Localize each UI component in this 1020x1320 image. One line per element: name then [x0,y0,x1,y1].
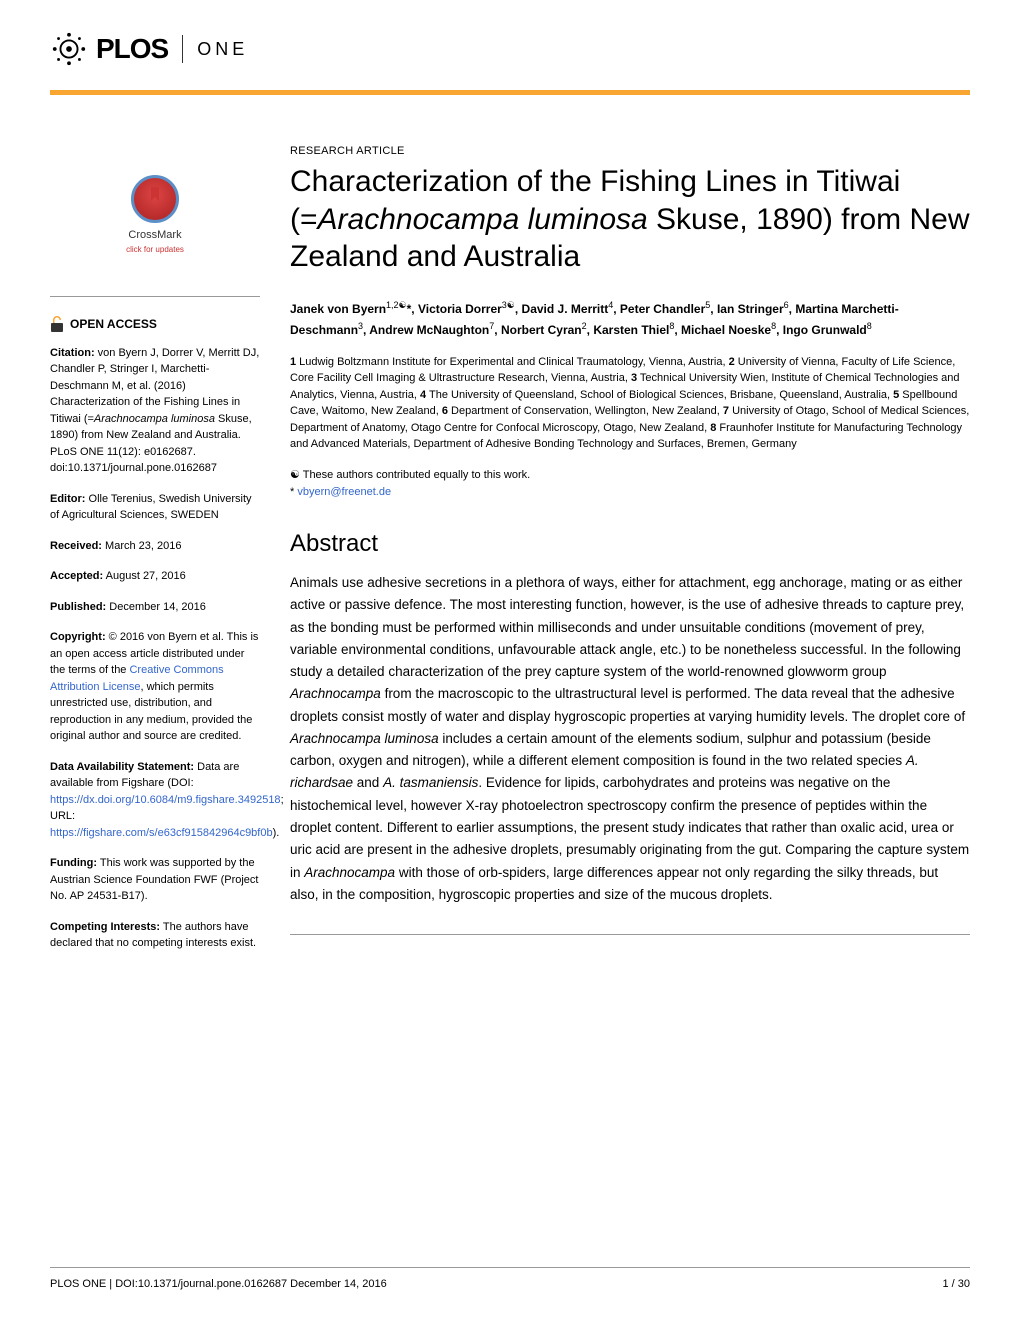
divider [50,296,260,297]
accepted-block: Accepted: August 27, 2016 [50,568,260,585]
sidebar-metadata: CrossMark click for updates OPEN ACCESS … [50,145,290,966]
citation-label: Citation: [50,347,95,359]
journal-logo: PLOS ONE [50,30,970,68]
competing-label: Competing Interests: [50,921,160,933]
abstract-heading: Abstract [290,530,970,558]
page-footer: PLOS ONE | DOI:10.1371/journal.pone.0162… [50,1267,970,1290]
data-label: Data Availability Statement: [50,761,194,773]
crossmark-label: CrossMark [50,227,260,244]
data-availability-block: Data Availability Statement: Data are av… [50,759,260,842]
funding-label: Funding: [50,857,97,869]
plos-circle-icon [50,30,88,68]
published-label: Published: [50,601,106,613]
editor-label: Editor: [50,493,85,505]
article-title: Characterization of the Fishing Lines in… [290,163,970,276]
crossmark-widget[interactable]: CrossMark click for updates [50,175,260,256]
author-list: Janek von Byern1,2☯*, Victoria Dorrer3☯,… [290,298,970,340]
figshare-url-link[interactable]: https://figshare.com/s/e63cf915842964c9b… [50,827,273,839]
received-text: March 23, 2016 [102,540,182,552]
received-block: Received: March 23, 2016 [50,538,260,555]
divider [290,934,970,935]
affiliation-list: 1 Ludwig Boltzmann Institute for Experim… [290,354,970,453]
footer-left: PLOS ONE | DOI:10.1371/journal.pone.0162… [50,1278,387,1290]
received-label: Received: [50,540,102,552]
journal-name: PLOS [96,33,168,65]
correspondence: * vbyern@freenet.de [290,484,970,502]
author-email-link[interactable]: vbyern@freenet.de [297,486,391,498]
open-access-badge: OPEN ACCESS [50,315,260,333]
open-lock-icon [50,316,64,332]
crossmark-icon [131,175,179,223]
citation-block: Citation: von Byern J, Dorrer V, Merritt… [50,345,260,477]
contribution-note: ☯ These authors contributed equally to t… [290,467,970,485]
funding-block: Funding: This work was supported by the … [50,855,260,905]
corr-star: * [290,486,294,498]
published-block: Published: December 14, 2016 [50,599,260,616]
competing-interests-block: Competing Interests: The authors have de… [50,919,260,952]
accepted-label: Accepted: [50,570,103,582]
journal-header: PLOS ONE [0,0,1020,78]
figshare-doi-link[interactable]: https://dx.doi.org/10.6084/m9.figshare.3… [50,794,281,806]
divider [182,35,183,63]
title-italic: Arachnocampa luminosa [318,203,648,236]
main-content: CrossMark click for updates OPEN ACCESS … [0,95,1020,966]
data-text3: ). [273,827,280,839]
footer-page-number: 1 / 30 [942,1278,970,1290]
accepted-text: August 27, 2016 [103,570,186,582]
editor-block: Editor: Olle Terenius, Swedish Universit… [50,491,260,524]
citation-text: von Byern J, Dorrer V, Merritt DJ, Chand… [50,347,259,475]
open-access-label: OPEN ACCESS [70,315,157,333]
article-type: RESEARCH ARTICLE [290,145,970,157]
copyright-block: Copyright: © 2016 von Byern et al. This … [50,629,260,745]
crossmark-sublabel: click for updates [50,244,260,256]
journal-subname: ONE [197,39,248,60]
copyright-label: Copyright: [50,631,106,643]
published-text: December 14, 2016 [106,601,206,613]
abstract-text: Animals use adhesive secretions in a ple… [290,572,970,906]
article-body: RESEARCH ARTICLE Characterization of the… [290,145,970,966]
